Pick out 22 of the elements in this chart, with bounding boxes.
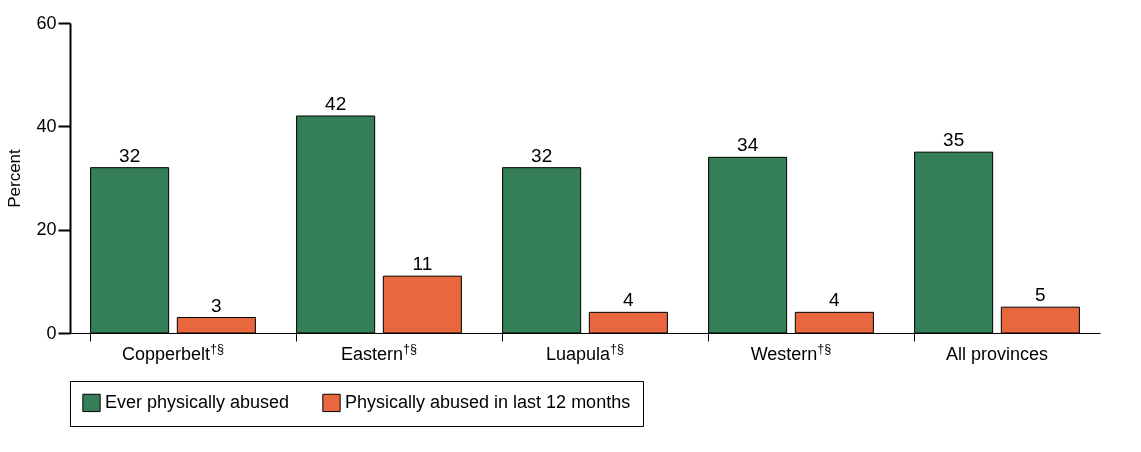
x-tick-label: Eastern$^{†§}$	[340, 341, 418, 364]
y-axis-title: Percent	[5, 148, 25, 208]
y-tick-label: 60	[36, 12, 57, 33]
data-label: 42	[325, 93, 347, 114]
x-tick-label: Western$^{†§}$	[750, 341, 832, 364]
y-tick-label: 20	[36, 219, 57, 240]
data-label: 5	[1035, 284, 1046, 306]
data-label: 34	[737, 134, 759, 156]
data-label: 32	[119, 144, 141, 166]
data-label: 3	[211, 294, 222, 316]
x-tick-label: Luapula$^{†§}$	[545, 341, 625, 364]
y-tick-label: 0	[46, 322, 57, 343]
legend-label: Physically abused in last 12 months	[345, 391, 631, 412]
data-label: 35	[943, 129, 965, 151]
legend-label: Ever physically abused	[105, 391, 290, 412]
data-label: 4	[623, 289, 635, 311]
data-label: 4	[829, 289, 841, 311]
data-label: 11	[412, 253, 433, 275]
y-tick-label: 40	[36, 115, 57, 136]
x-tick-label: All provinces	[945, 343, 1049, 364]
x-tick-label: Copperbelt$^{†§}$	[121, 341, 225, 364]
data-label: 32	[531, 144, 553, 166]
